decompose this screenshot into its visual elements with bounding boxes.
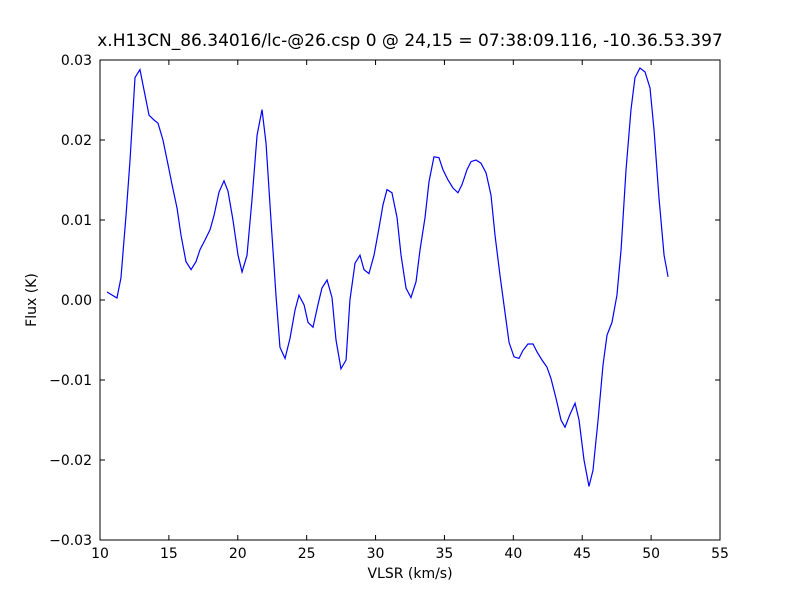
chart-title: x.H13CN_86.34016/lc-@26.csp 0 @ 24,15 = …: [97, 31, 723, 51]
x-tick-label: 40: [504, 546, 522, 562]
x-tick-label: 45: [573, 546, 591, 562]
y-tick-label: 0.02: [61, 133, 92, 149]
y-axis-label: Flux (K): [24, 273, 40, 327]
y-tick-label: 0.01: [61, 213, 92, 229]
x-axis-label: VLSR (km/s): [367, 566, 452, 582]
y-tick-label: 0.00: [61, 293, 92, 309]
y-tick-label: 0.03: [61, 53, 92, 69]
y-tick-label: −0.02: [49, 453, 92, 469]
x-tick-label: 25: [298, 546, 316, 562]
y-tick-label: −0.01: [49, 373, 92, 389]
x-tick-label: 55: [711, 546, 729, 562]
x-tick-label: 15: [160, 546, 178, 562]
y-tick-label: −0.03: [49, 533, 92, 549]
plot-frame: [99, 59, 721, 541]
x-tick-label: 30: [367, 546, 385, 562]
x-tick-label: 35: [436, 546, 454, 562]
x-tick-label: 20: [229, 546, 247, 562]
line-series: [106, 67, 669, 487]
x-tick-label: 10: [91, 546, 109, 562]
x-tick-label: 50: [642, 546, 660, 562]
